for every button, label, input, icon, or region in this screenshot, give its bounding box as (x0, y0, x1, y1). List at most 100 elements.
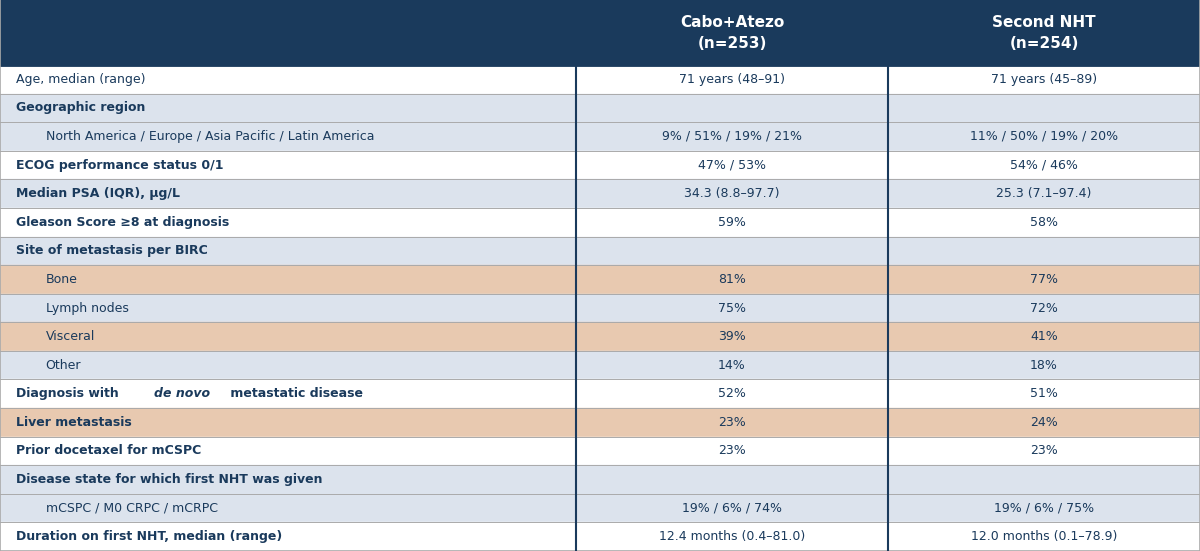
Bar (576, 351, 888, 380)
Bar (576, 294, 888, 322)
Bar (576, 94, 888, 122)
Bar (888, 322, 1200, 351)
Text: 59%: 59% (718, 216, 746, 229)
Text: 81%: 81% (718, 273, 746, 286)
Text: Bone: Bone (46, 273, 78, 286)
Bar (888, 408, 1200, 436)
Bar (0, 465, 576, 494)
Bar (576, 65, 888, 94)
Bar (576, 151, 888, 180)
Text: Disease state for which first NHT was given: Disease state for which first NHT was gi… (16, 473, 322, 486)
Text: North America / Europe / Asia Pacific / Latin America: North America / Europe / Asia Pacific / … (46, 130, 374, 143)
Text: 23%: 23% (718, 445, 746, 457)
Text: 71 years (45–89): 71 years (45–89) (991, 73, 1097, 86)
Bar (0, 65, 576, 94)
Bar (0, 380, 576, 408)
Text: Duration on first NHT, median (range): Duration on first NHT, median (range) (16, 530, 282, 543)
Bar (576, 208, 888, 236)
Bar (888, 265, 1200, 294)
Bar (0, 522, 576, 551)
Text: Second NHT
(n=254): Second NHT (n=254) (992, 14, 1096, 51)
Text: 23%: 23% (1030, 445, 1058, 457)
Bar (576, 408, 888, 436)
Text: Median PSA (IQR), µg/L: Median PSA (IQR), µg/L (16, 187, 180, 200)
Bar (888, 236, 1200, 265)
Bar (888, 522, 1200, 551)
Text: 52%: 52% (718, 387, 746, 400)
Text: metastatic disease: metastatic disease (227, 387, 364, 400)
Bar (576, 494, 888, 522)
Bar (888, 208, 1200, 236)
Text: Liver metastasis: Liver metastasis (16, 416, 131, 429)
Text: 19% / 6% / 75%: 19% / 6% / 75% (994, 501, 1094, 515)
Text: mCSPC / M0 CRPC / mCRPC: mCSPC / M0 CRPC / mCRPC (46, 501, 217, 515)
Text: Age, median (range): Age, median (range) (16, 73, 145, 86)
Text: 58%: 58% (1030, 216, 1058, 229)
Bar (888, 380, 1200, 408)
Bar (576, 0, 888, 65)
Bar (0, 151, 576, 180)
Bar (0, 0, 576, 65)
Text: 72%: 72% (1030, 301, 1058, 315)
Bar (0, 94, 576, 122)
Bar (0, 351, 576, 380)
Text: 24%: 24% (1030, 416, 1058, 429)
Bar (0, 122, 576, 151)
Bar (888, 180, 1200, 208)
Bar (888, 465, 1200, 494)
Text: 11% / 50% / 19% / 20%: 11% / 50% / 19% / 20% (970, 130, 1118, 143)
Text: Visceral: Visceral (46, 330, 95, 343)
Text: 34.3 (8.8–97.7): 34.3 (8.8–97.7) (684, 187, 780, 200)
Bar (0, 180, 576, 208)
Bar (576, 465, 888, 494)
Text: ECOG performance status 0/1: ECOG performance status 0/1 (16, 159, 223, 171)
Bar (0, 265, 576, 294)
Text: 77%: 77% (1030, 273, 1058, 286)
Text: 39%: 39% (718, 330, 746, 343)
Text: 54% / 46%: 54% / 46% (1010, 159, 1078, 171)
Text: 41%: 41% (1030, 330, 1058, 343)
Bar (0, 436, 576, 465)
Text: 14%: 14% (718, 359, 746, 372)
Bar (0, 494, 576, 522)
Text: 71 years (48–91): 71 years (48–91) (679, 73, 785, 86)
Bar (576, 322, 888, 351)
Bar (576, 236, 888, 265)
Text: 75%: 75% (718, 301, 746, 315)
Text: de novo: de novo (154, 387, 210, 400)
Bar (576, 122, 888, 151)
Bar (0, 408, 576, 436)
Bar (0, 236, 576, 265)
Bar (576, 380, 888, 408)
Bar (576, 180, 888, 208)
Bar (888, 351, 1200, 380)
Text: Cabo+Atezo
(n=253): Cabo+Atezo (n=253) (680, 14, 784, 51)
Text: 19% / 6% / 74%: 19% / 6% / 74% (682, 501, 782, 515)
Text: 12.0 months (0.1–78.9): 12.0 months (0.1–78.9) (971, 530, 1117, 543)
Bar (576, 265, 888, 294)
Bar (576, 436, 888, 465)
Text: Diagnosis with: Diagnosis with (16, 387, 122, 400)
Bar (888, 0, 1200, 65)
Bar (888, 494, 1200, 522)
Text: 18%: 18% (1030, 359, 1058, 372)
Bar (888, 94, 1200, 122)
Text: 51%: 51% (1030, 387, 1058, 400)
Bar (0, 322, 576, 351)
Bar (0, 294, 576, 322)
Text: Lymph nodes: Lymph nodes (46, 301, 128, 315)
Text: 25.3 (7.1–97.4): 25.3 (7.1–97.4) (996, 187, 1092, 200)
Text: Prior docetaxel for mCSPC: Prior docetaxel for mCSPC (16, 445, 200, 457)
Bar (0, 208, 576, 236)
Bar (576, 522, 888, 551)
Text: Other: Other (46, 359, 82, 372)
Text: Geographic region: Geographic region (16, 101, 145, 115)
Bar (888, 65, 1200, 94)
Text: 47% / 53%: 47% / 53% (698, 159, 766, 171)
Bar (888, 122, 1200, 151)
Text: Site of metastasis per BIRC: Site of metastasis per BIRC (16, 244, 208, 257)
Text: Gleason Score ≥8 at diagnosis: Gleason Score ≥8 at diagnosis (16, 216, 229, 229)
Text: 23%: 23% (718, 416, 746, 429)
Text: 12.4 months (0.4–81.0): 12.4 months (0.4–81.0) (659, 530, 805, 543)
Bar (888, 151, 1200, 180)
